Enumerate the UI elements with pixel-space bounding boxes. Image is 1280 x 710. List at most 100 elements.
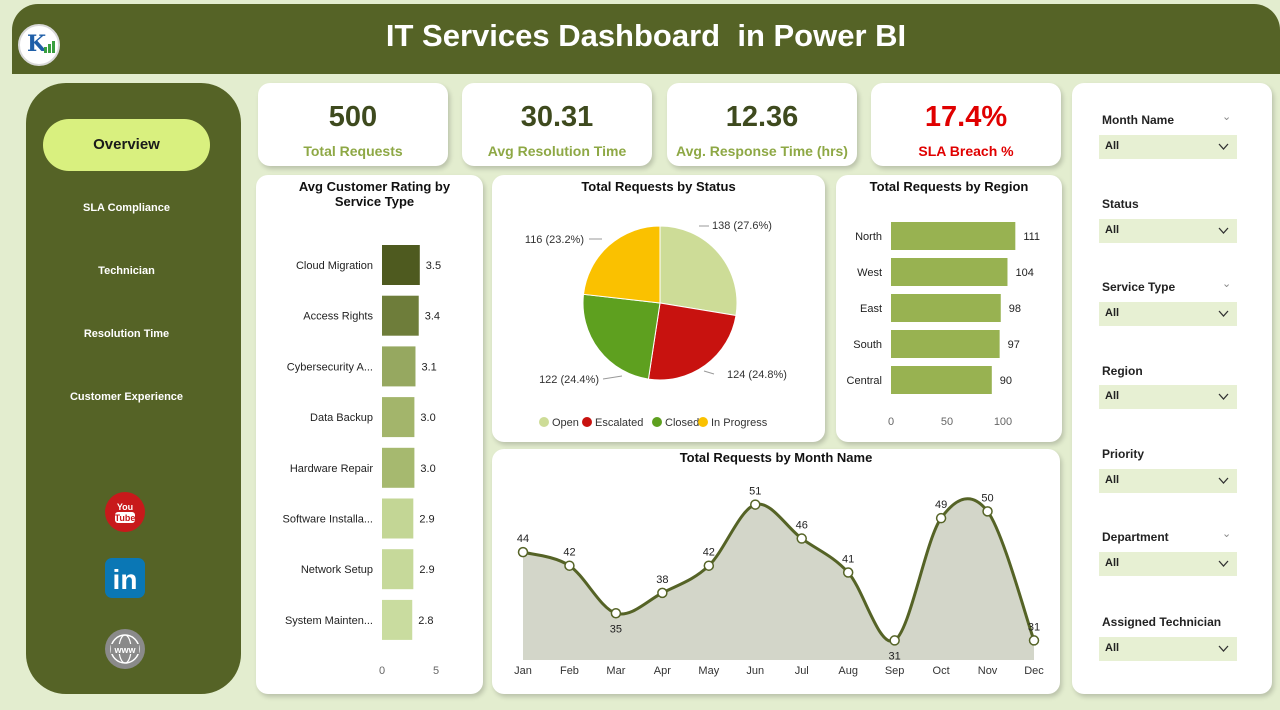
kpi-value: 12.36 xyxy=(725,101,799,133)
region-bar-chart: North 111 West 104 East 98 South 97 Central 90 0 50… xyxy=(847,222,1040,428)
category-label: Network Setup xyxy=(301,564,373,576)
data-point xyxy=(796,533,807,544)
data-point xyxy=(1028,635,1040,646)
x-tick-label: 0 xyxy=(379,665,385,677)
x-tick-label: 5 xyxy=(433,665,439,677)
chart-title: Avg Customer Rating by Service Type xyxy=(298,179,451,209)
globe-icon-text: www xyxy=(113,645,136,655)
nav-overview[interactable]: Overview xyxy=(43,119,210,171)
youtube-icon[interactable]: You Tube xyxy=(104,491,146,533)
data-point xyxy=(564,560,575,571)
filter-month-dropdown[interactable]: All xyxy=(1099,135,1237,159)
data-label: 31 xyxy=(889,650,901,662)
filter-priority-dropdown[interactable]: All xyxy=(1099,469,1237,493)
filter-service-type-dropdown[interactable]: All xyxy=(1099,302,1237,326)
kpi-label: SLA Breach % xyxy=(918,143,1014,159)
nav-sla-compliance[interactable]: SLA Compliance xyxy=(83,202,170,214)
filter-department-label: Department xyxy=(1102,530,1169,544)
data-label: 38 xyxy=(656,574,668,586)
filter-region-label: Region xyxy=(1102,364,1143,378)
legend-swatch xyxy=(539,417,549,427)
filter-status-dropdown[interactable]: All xyxy=(1099,219,1237,243)
category-label: Central xyxy=(847,375,882,387)
chart-card-rating-by-service: Avg Customer Rating by Service Type Clou… xyxy=(256,175,483,694)
data-label: 51 xyxy=(749,486,761,498)
legend-swatch xyxy=(582,417,592,427)
chevron-down-icon xyxy=(1218,393,1229,400)
filter-department-dropdown[interactable]: All xyxy=(1099,552,1237,576)
chevron-down-icon xyxy=(1218,560,1229,567)
kpi-value: 17.4% xyxy=(924,101,1008,133)
legend-label: Escalated xyxy=(595,417,643,429)
category-label: Data Backup xyxy=(310,412,373,424)
category-label: Software Installa... xyxy=(283,514,374,526)
x-tick-label: Jun xyxy=(746,665,764,677)
data-label: 2.8 xyxy=(418,615,433,627)
category-label: Cybersecurity A... xyxy=(287,361,373,373)
pie-slice xyxy=(659,225,738,317)
nav-resolution-time[interactable]: Resolution Time xyxy=(83,328,170,340)
chevron-down-icon[interactable]: ⌄ xyxy=(1222,111,1232,123)
nav-customer-experience[interactable]: Customer Experience xyxy=(69,391,184,403)
bar xyxy=(891,222,1016,250)
x-tick-label: Oct xyxy=(933,665,950,677)
category-label: Cloud Migration xyxy=(296,260,373,272)
data-label: 2.9 xyxy=(419,564,434,576)
legend-swatch xyxy=(698,417,708,427)
x-tick-label: Sep xyxy=(885,665,905,677)
category-label: South xyxy=(853,339,882,351)
kpi-label: Avg. Response Time (hrs) xyxy=(676,143,848,159)
filter-panel: Month Name ⌄ All Status All Service Type… xyxy=(1072,83,1272,694)
data-label: 42 xyxy=(703,547,715,559)
bar xyxy=(891,258,1008,286)
filter-technician-dropdown[interactable]: All xyxy=(1099,637,1237,661)
data-label: 46 xyxy=(796,520,808,532)
kpi-value: 30.31 xyxy=(520,101,594,133)
pie-slice xyxy=(582,225,661,304)
dropdown-value: All xyxy=(1105,224,1120,236)
category-label: Access Rights xyxy=(303,311,373,323)
category-label: West xyxy=(857,267,882,279)
data-point xyxy=(842,567,854,578)
kpi-sla-breach: 17.4% SLA Breach % xyxy=(871,83,1061,166)
chart-card-requests-by-month: Total Requests by Month Name 44 Jan 42 Feb 3… xyxy=(492,449,1060,694)
chevron-down-icon[interactable]: ⌄ xyxy=(1222,528,1232,540)
kpi-label: Avg Resolution Time xyxy=(487,143,627,159)
filter-technician-label: Assigned Technician xyxy=(1102,615,1222,629)
filter-service-type-label: Service Type xyxy=(1102,280,1176,294)
bar xyxy=(382,549,414,590)
x-tick-label: 50 xyxy=(941,416,953,428)
dropdown-value: All xyxy=(1105,642,1120,654)
bar xyxy=(382,245,420,285)
category-label: North xyxy=(855,231,882,243)
filter-priority-label: Priority xyxy=(1102,447,1145,461)
chart-card-requests-by-region: Total Requests by Region North 111 West 104… xyxy=(836,175,1062,442)
slice-label: 116 (23.2%) xyxy=(525,234,584,246)
bar xyxy=(891,366,992,394)
linkedin-icon[interactable]: in xyxy=(104,557,146,599)
data-point xyxy=(750,499,761,510)
legend-label: Open xyxy=(552,417,579,429)
globe-icon[interactable]: www xyxy=(104,628,146,670)
linkedin-icon-text: in xyxy=(113,564,138,595)
chart-title: Total Requests by Month Name xyxy=(679,450,873,465)
chevron-down-icon[interactable]: ⌄ xyxy=(1222,278,1232,290)
chart-title: Total Requests by Region xyxy=(869,179,1029,194)
chevron-down-icon xyxy=(1218,143,1229,150)
x-tick-label: Mar xyxy=(606,665,625,677)
data-point xyxy=(517,546,529,558)
filter-region-dropdown[interactable]: All xyxy=(1099,385,1237,409)
data-label: 104 xyxy=(1015,267,1033,279)
data-point xyxy=(610,608,622,619)
leader-line xyxy=(602,375,623,380)
header-bar: K IT Services Dashboard in Power BI xyxy=(12,4,1280,74)
x-tick-label: Dec xyxy=(1024,665,1044,677)
chart-title: Total Requests by Status xyxy=(581,179,736,194)
chevron-down-icon xyxy=(1218,645,1229,652)
sidebar-nav: Overview SLA Compliance Technician Resol… xyxy=(26,83,241,694)
kpi-value: 500 xyxy=(328,101,378,133)
data-label: 50 xyxy=(981,492,993,504)
filter-month-label: Month Name xyxy=(1102,113,1174,127)
nav-technician[interactable]: Technician xyxy=(98,265,155,277)
data-label: 35 xyxy=(610,623,622,635)
